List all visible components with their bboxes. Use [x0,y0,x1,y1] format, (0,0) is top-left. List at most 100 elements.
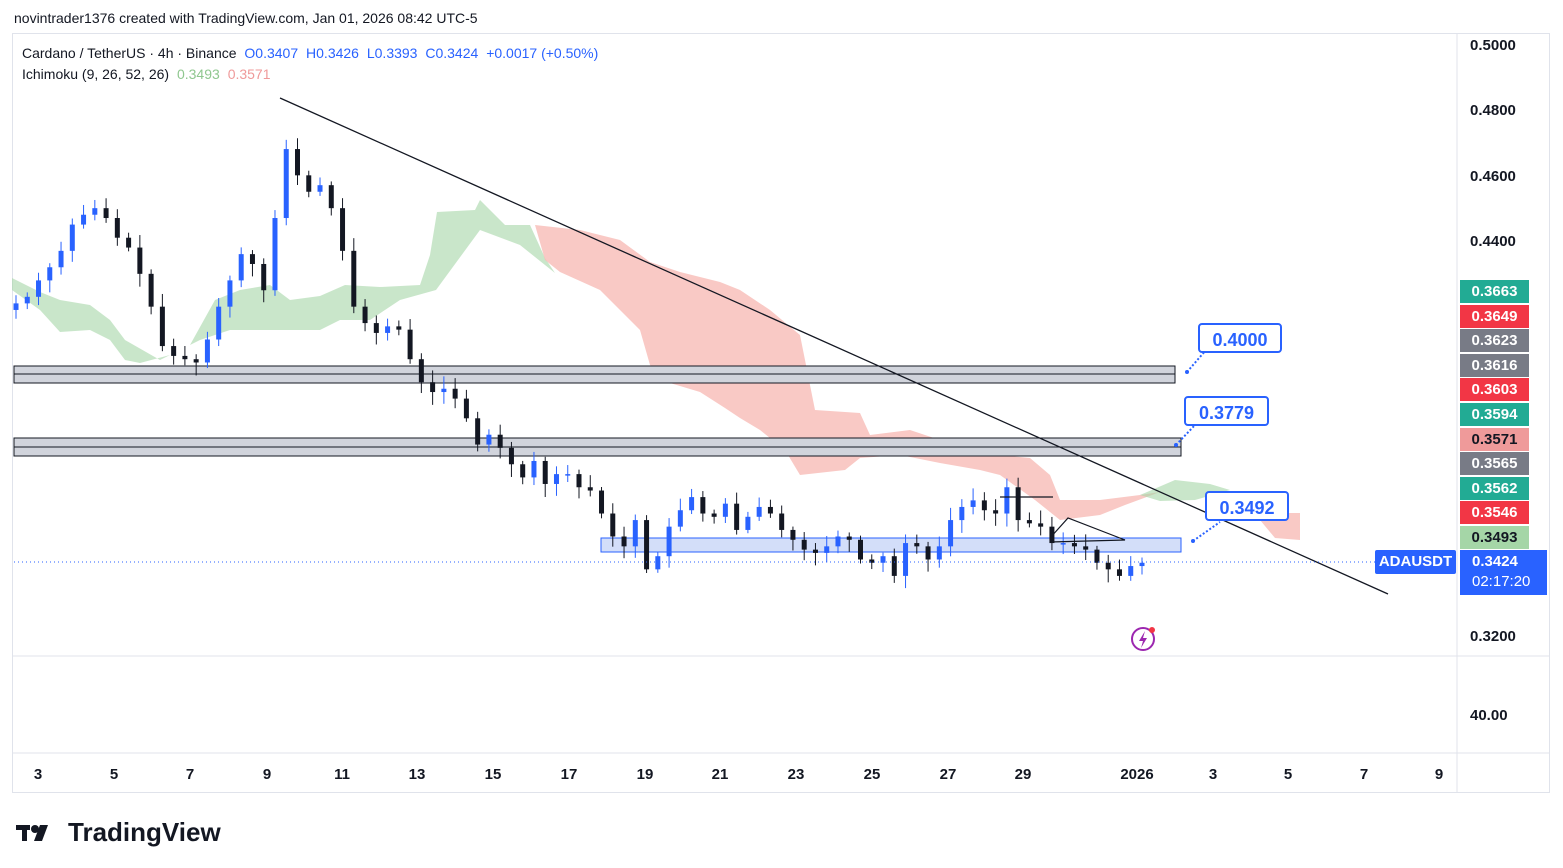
candle-body [880,556,886,563]
candle-body [666,526,672,557]
candle-body [632,520,638,547]
candle-body [58,250,64,268]
price-tag: 0.3663 [1460,280,1529,303]
candle-body [869,559,875,563]
candle-body [407,329,413,360]
candle-body [824,546,830,553]
price-tag: 0.3623 [1460,329,1529,353]
candle-body [891,556,897,576]
candle-body [340,208,346,251]
candle-body [812,549,818,553]
candle-body [1049,526,1055,544]
candle-body [767,506,773,514]
candle-body [159,306,165,347]
indicator-value-2: 0.3571 [227,66,271,82]
x-tick: 19 [637,766,654,783]
symbol-tag: ADAUSDT [1375,550,1456,574]
y-tick-3: 0.4400 [1470,233,1516,250]
bar-countdown: 02:17:20 [1472,573,1531,590]
x-tick: 11 [334,766,350,783]
candle-body [858,539,863,560]
candle-body [430,382,436,393]
symbol-legend: Cardano / TetherUS · 4h · Binance O0.340… [22,45,602,61]
candle-body [948,520,954,547]
candle-body [621,536,627,547]
candle-body [137,247,143,274]
candle-body [486,434,492,445]
callout-anchor-low [1191,539,1195,543]
candle-body [655,556,661,570]
candle-body [306,175,312,192]
candle-body [362,306,368,324]
candle-body [903,543,909,576]
x-tick: 7 [1360,766,1368,783]
candle-body [677,510,683,527]
price-tag: 0.3649 [1460,304,1529,328]
descending-trendline[interactable] [279,97,1389,595]
x-tick: 17 [561,766,578,783]
support-zone[interactable] [600,537,1182,553]
candle-body [227,280,233,307]
indicator-value-1: 0.3493 [176,66,220,82]
x-tick: 27 [940,766,957,783]
candle-body [745,516,751,530]
y-tick-0: 0.5000 [1470,37,1516,54]
x-tick: 15 [485,766,502,783]
candle-body [283,149,289,219]
ohlc-close: C0.3424 [425,45,479,61]
candle-body [295,149,300,176]
current-price: 0.3424 [1472,553,1518,570]
time-axis: 3 5 7 9 11 13 15 17 19 21 23 25 27 29 2026 3 5 7 9 [34,766,1443,783]
candle-body [13,303,19,310]
candle-body [925,546,931,560]
candle-body [418,359,424,383]
price-tag: 0.3493 [1460,526,1529,549]
chart-frame [12,33,1550,793]
candle-body [576,474,582,488]
candle-body [1116,569,1122,576]
candle-body [1094,549,1100,563]
candle-body [81,214,87,225]
candle-body [103,208,109,219]
price-tag: 0.3571 [1460,427,1529,451]
candle-body [36,280,42,297]
price-tag: 0.3603 [1460,378,1529,402]
callout-pointer-top [1186,349,1207,373]
candle-body [373,323,379,333]
candle-body [1105,562,1111,570]
candle-body [238,254,244,281]
x-tick: 23 [788,766,805,783]
cloud-bearish-main [535,225,1160,520]
indicator-name[interactable]: Ichimoku (9, 26, 52, 26) [22,66,170,82]
candle-body [846,536,852,540]
candle-body [126,237,132,248]
callout-0.3779[interactable]: 0.3779 [1184,396,1269,426]
x-tick: 21 [712,766,729,783]
candle-body [508,447,514,465]
triangle-pattern[interactable] [1049,517,1126,543]
candle-body [475,418,481,445]
flash-alert-icon[interactable] [1131,627,1155,651]
candle-body [452,388,458,399]
symbol-name[interactable]: Cardano / TetherUS · 4h · Binance [22,45,237,61]
candle-body [914,543,920,547]
candle-body [644,520,650,570]
candle-body [835,536,841,547]
x-tick: 3 [34,766,42,783]
candle-body [249,254,255,264]
callout-pointer-low [1192,521,1221,542]
candle-body [272,218,278,291]
price-tag: 0.3616 [1460,353,1529,377]
price-tag: 0.3594 [1460,403,1529,426]
candle-body [497,434,503,448]
callout-0.3492[interactable]: 0.3492 [1205,491,1289,521]
x-tick: 29 [1015,766,1032,783]
candle-body [24,296,30,304]
tradingview-logo[interactable]: TradingView [16,817,221,848]
candle-series [13,138,1145,589]
candle-body [351,250,357,307]
callout-0.4000[interactable]: 0.4000 [1198,323,1282,353]
candle-body [587,487,593,491]
ohlc-high: H0.3426 [306,45,359,61]
